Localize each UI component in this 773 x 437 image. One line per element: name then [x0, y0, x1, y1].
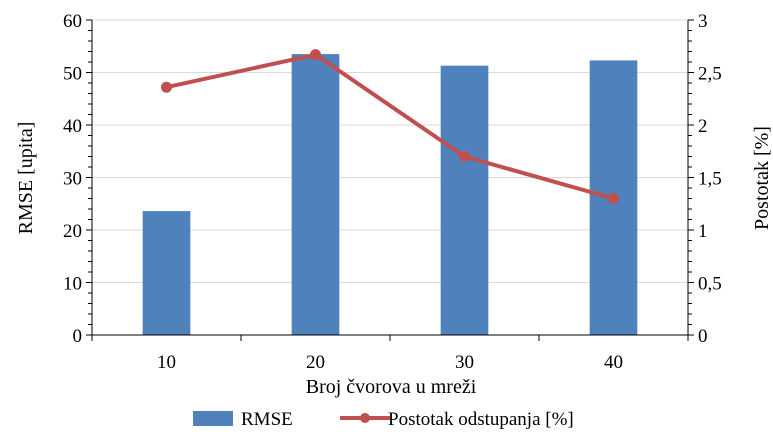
- x-axis-title: Broj čvorova u mreži: [306, 376, 477, 398]
- y2-tick-label: 2: [698, 116, 708, 137]
- y-tick-label: 30: [63, 169, 82, 190]
- x-tick-label: 20: [306, 352, 325, 373]
- bar-20: [291, 54, 340, 335]
- legend-marker: [360, 413, 370, 423]
- y-tick-label: 10: [63, 274, 82, 295]
- x-tick-label: 30: [455, 352, 474, 373]
- axes: [86, 19, 694, 341]
- line-series: [161, 49, 619, 204]
- point-postotak-40: [608, 193, 619, 204]
- y2-tick-label: 0,5: [698, 274, 722, 295]
- line-postotak: [164, 52, 616, 201]
- bar-30: [440, 65, 489, 336]
- legend: RMSE Postotak odstupanja [%]: [193, 409, 574, 430]
- y2-axis-title: Postotak [%]: [751, 126, 773, 230]
- bar-series: [142, 54, 638, 336]
- bar-10: [142, 211, 191, 335]
- legend-label-postotak: Postotak odstupanja [%]: [388, 409, 574, 430]
- y-tick-label: 60: [63, 11, 82, 32]
- point-postotak-20: [310, 49, 321, 61]
- y-tick-label: 20: [63, 221, 82, 242]
- y2-tick-label: 1: [698, 221, 708, 242]
- gridlines: [92, 19, 688, 283]
- tick-labels: 0 10 20 30 40 50 60 0 0,5 1 1,5 2 2,5 3 10 20 30 40: [63, 11, 722, 373]
- point-postotak-30: [459, 151, 470, 162]
- y-axis-title: RMSE [upita]: [15, 122, 37, 235]
- y-tick-label: 40: [63, 116, 82, 137]
- legend-swatch-rmse: [193, 411, 233, 426]
- y2-tick-label: 3: [698, 11, 708, 32]
- y2-tick-label: 2,5: [698, 64, 722, 85]
- y-tick-label: 50: [63, 64, 82, 85]
- x-tick-label: 10: [157, 352, 176, 373]
- y2-tick-label: 0: [698, 326, 708, 347]
- y2-tick-label: 1,5: [698, 169, 722, 190]
- y-tick-label: 0: [73, 326, 83, 347]
- legend-label-rmse: RMSE: [241, 409, 293, 430]
- x-tick-label: 40: [604, 352, 623, 373]
- point-postotak-10: [161, 81, 172, 93]
